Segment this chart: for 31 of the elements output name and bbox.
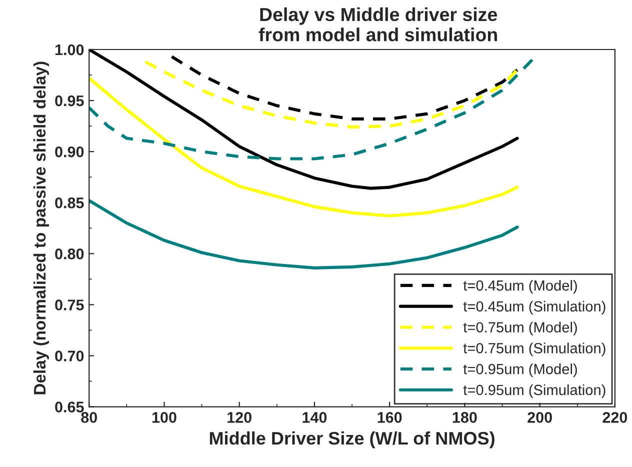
line-series (89, 50, 519, 190)
x-tick-label: 160 (378, 412, 402, 423)
y-tick-label: 0.75 (55, 300, 84, 310)
y-tick-label: 0.85 (55, 197, 84, 208)
x-tick-label: 220 (602, 412, 628, 423)
chart-title: Delay vs Middle driver size from model and simulation (258, 7, 498, 42)
line-series (89, 58, 534, 160)
y-tick-label: 0.70 (55, 350, 84, 362)
line-series (89, 76, 519, 218)
x-tick-label: 140 (302, 412, 327, 423)
x-tick-label: 200 (528, 412, 552, 423)
line-series (144, 60, 519, 129)
legend-label: t=0.95um (Model) (463, 364, 577, 378)
legend-label: t=0.45um (Simulation) (463, 300, 606, 314)
y-tick-label: 0.90 (55, 146, 84, 158)
x-tick-label: 100 (152, 412, 176, 423)
line-series (170, 55, 519, 120)
y-tick-label: 0.95 (55, 95, 84, 106)
line-series (89, 199, 519, 270)
legend-label: t=0.75um (Model) (463, 322, 577, 336)
x-tick-label: 120 (228, 412, 252, 423)
y-tick-label: 0.65 (55, 402, 84, 412)
legend-label: t=0.45um (Model) (463, 280, 577, 294)
y-axis-title: Delay (normalized to passive shield delay) (33, 62, 49, 394)
x-tick-label: 180 (452, 412, 477, 423)
legend-label: t=0.95um (Simulation) (463, 384, 606, 398)
legend-label: t=0.75um (Simulation) (463, 342, 606, 356)
x-axis-title: Middle Driver Size (W/L of NMOS) (210, 431, 494, 448)
x-tick-label: 80 (81, 412, 97, 423)
y-tick-label: 0.80 (55, 248, 84, 260)
y-tick-label: 1.00 (55, 44, 84, 56)
